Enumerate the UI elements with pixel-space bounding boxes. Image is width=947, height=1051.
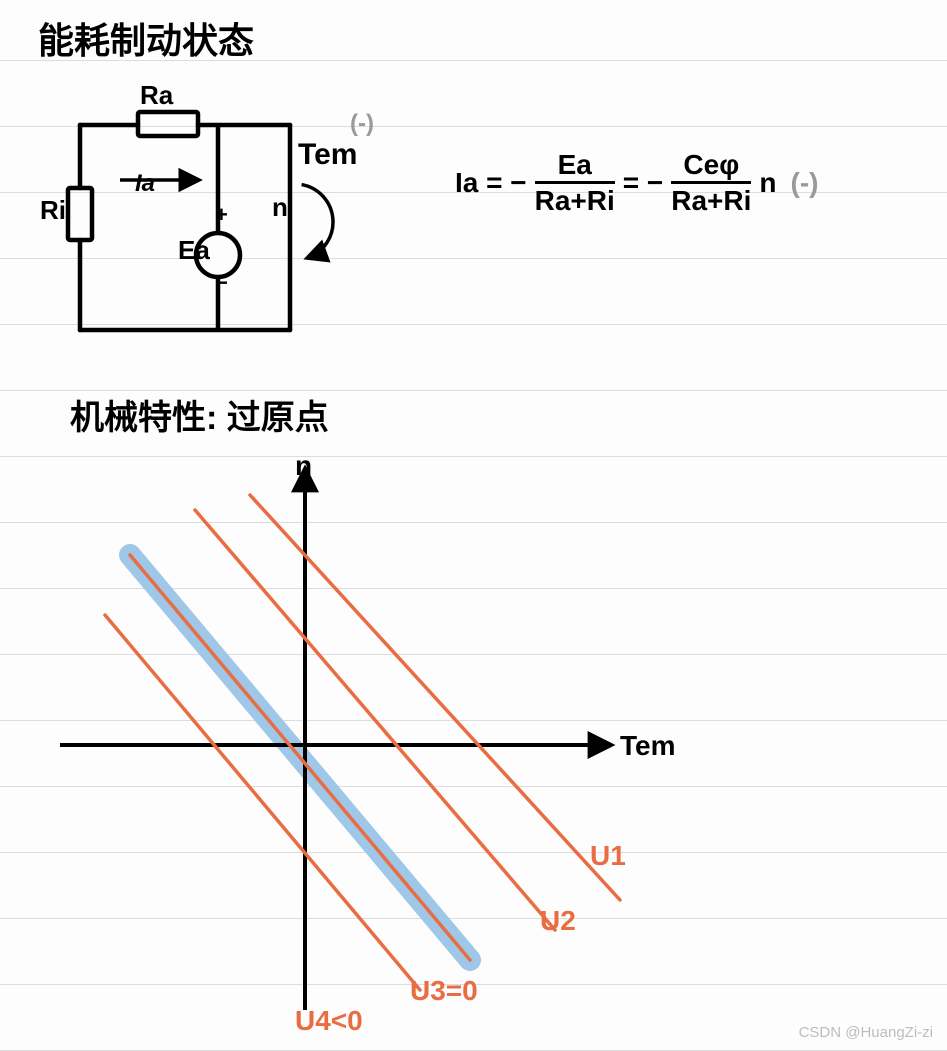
chart-line-label: U2 xyxy=(540,905,576,937)
chart-line-label: U4<0 xyxy=(295,1005,363,1037)
watermark: CSDN @HuangZi-zi xyxy=(799,1024,933,1041)
page-root: { "layout": { "width": 947, "height": 10… xyxy=(0,0,947,1051)
chart-line-label: U3=0 xyxy=(410,975,478,1007)
mechanical-characteristic-chart xyxy=(0,0,947,1051)
axis-label-n: n xyxy=(295,450,312,482)
chart-line-label: U1 xyxy=(590,840,626,872)
axis-label-tem: Tem xyxy=(620,730,676,762)
